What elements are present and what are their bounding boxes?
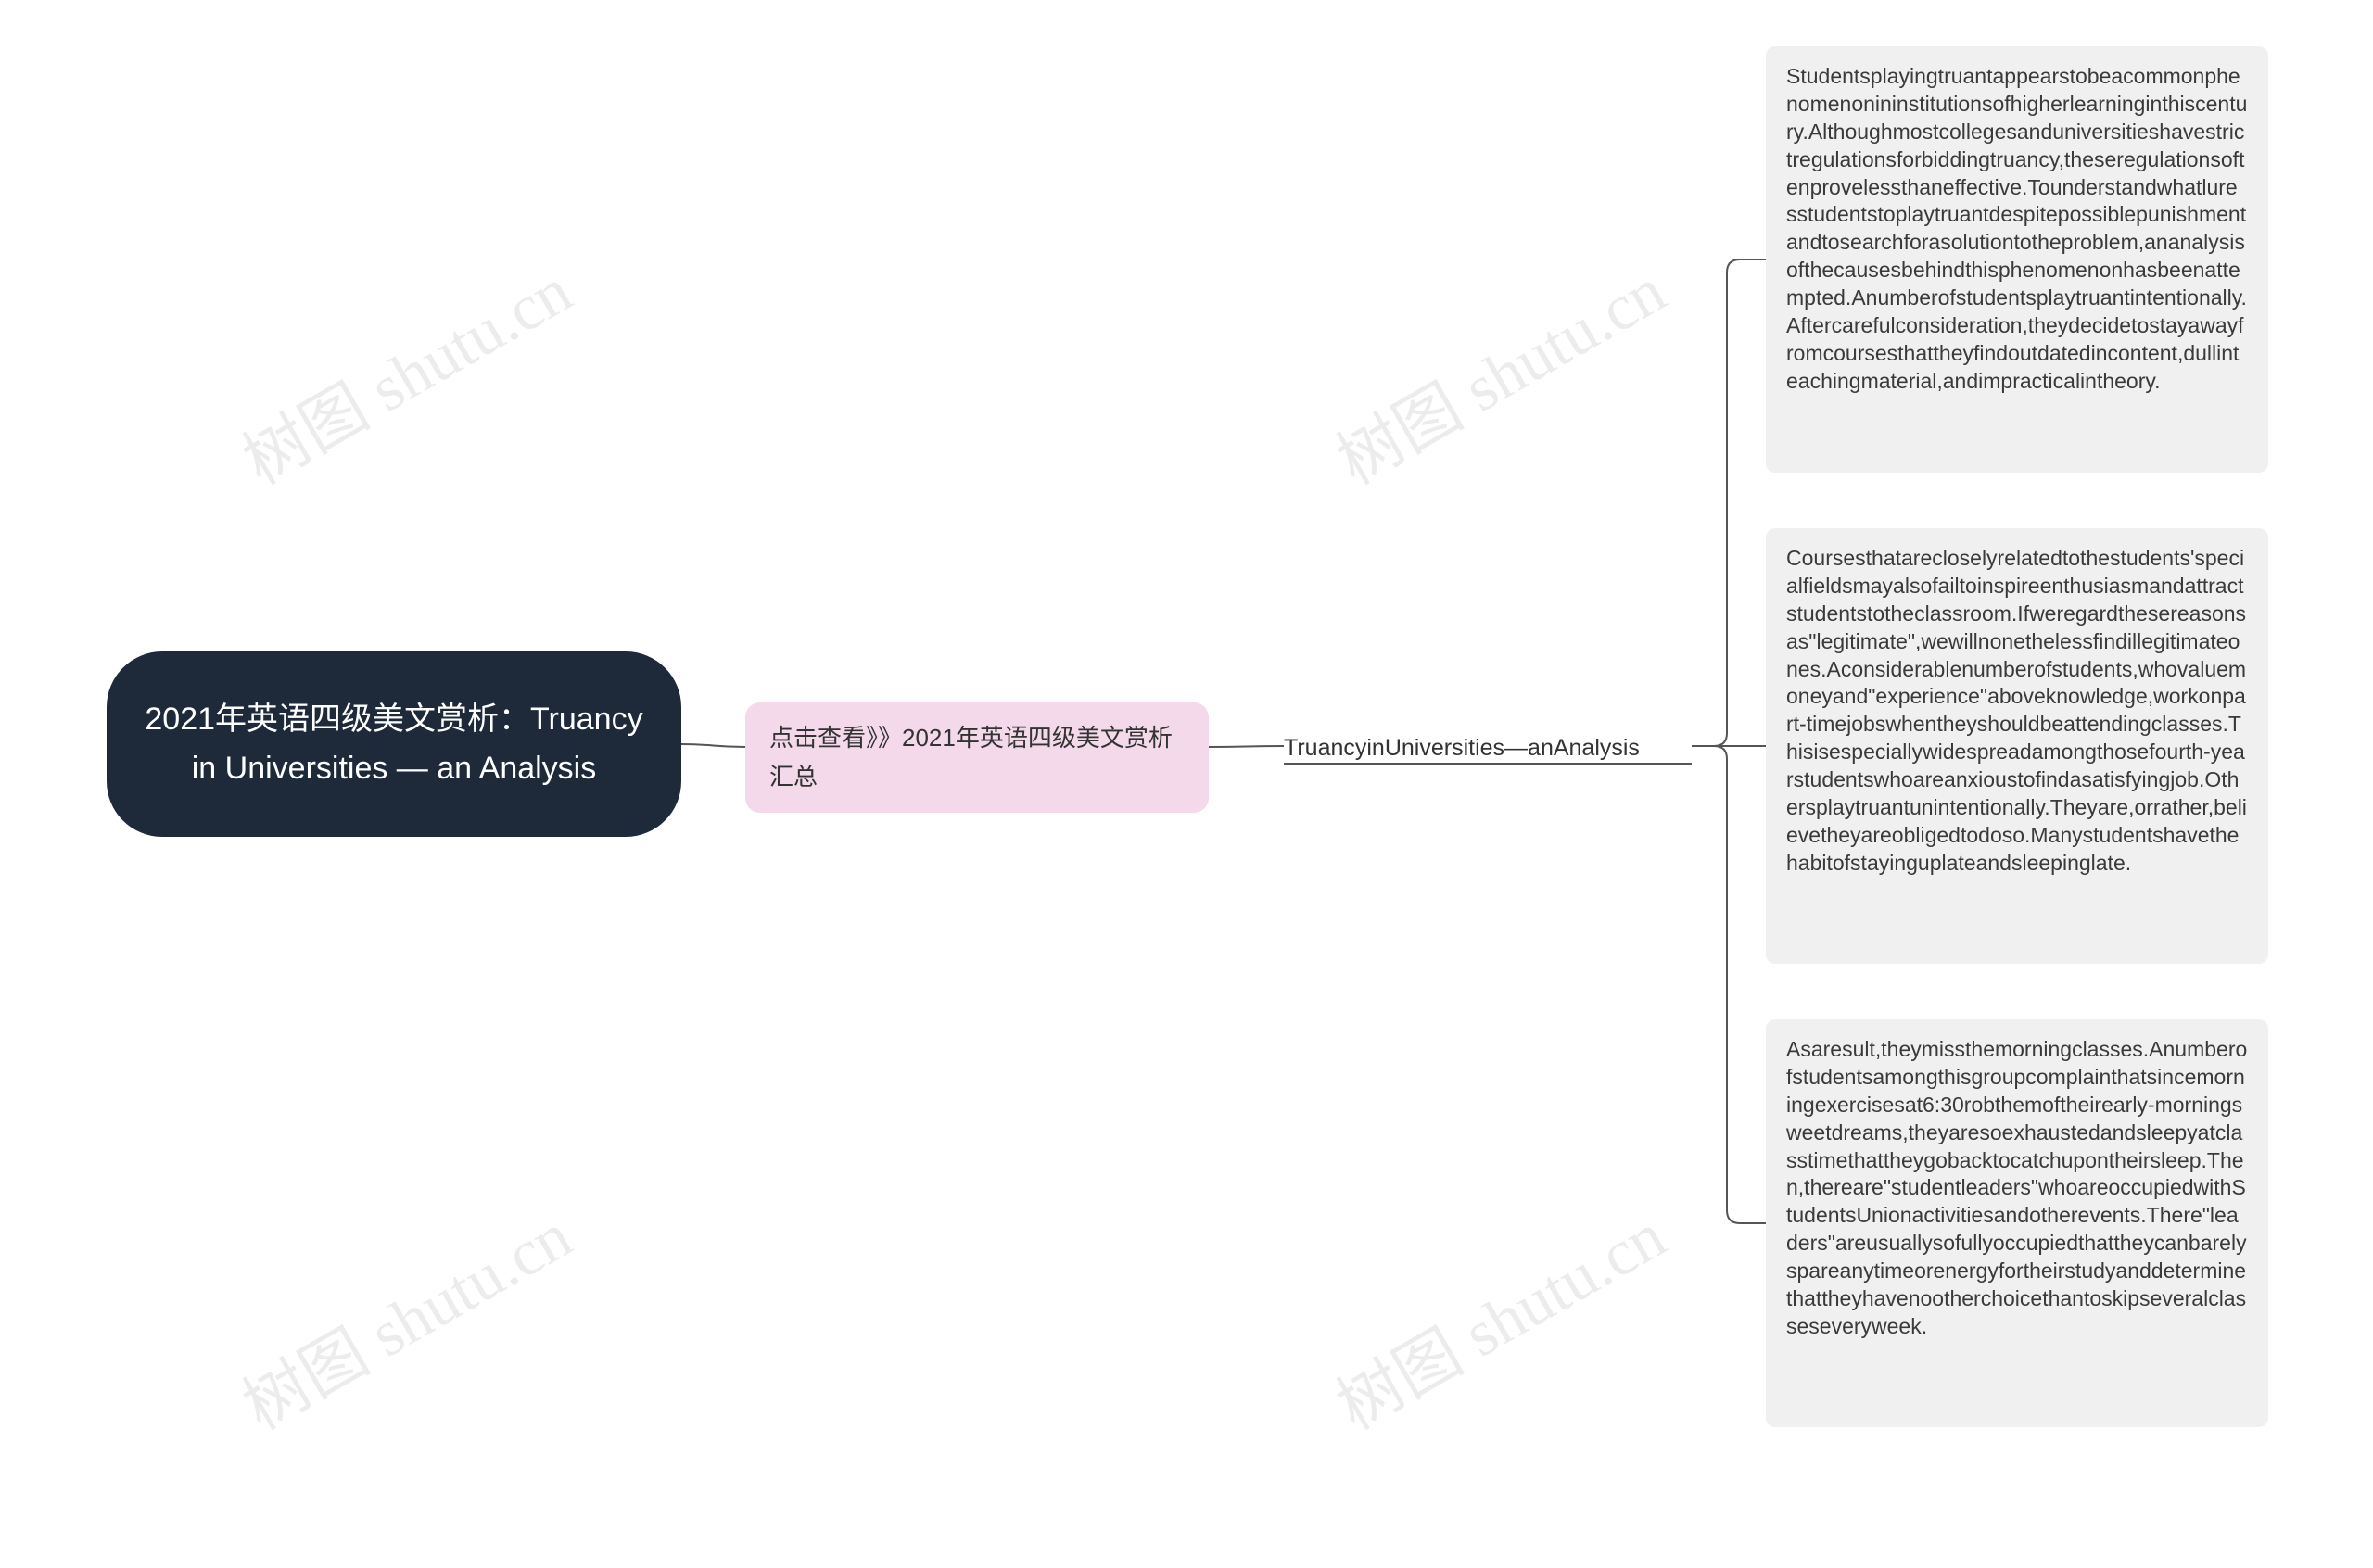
watermark-0: 树图 shutu.cn	[223, 240, 586, 503]
level1-text: 点击查看》》2021年英语四级美文赏析汇总	[745, 702, 1209, 813]
conn-l2-leaf0	[1692, 259, 1766, 746]
watermark-3: 树图 shutu.cn	[1317, 1185, 1680, 1448]
level1-node[interactable]: 点击查看》》2021年英语四级美文赏析汇总	[745, 702, 1209, 813]
level2-text: TruancyinUniversities—anAnalysis	[1284, 730, 1640, 765]
watermark-2: 树图 shutu.cn	[223, 1185, 586, 1448]
leaf-node-2[interactable]: Asaresult,theymissthemorningclasses.Anum…	[1766, 1019, 2268, 1427]
watermark-1: 树图 shutu.cn	[1317, 240, 1680, 503]
level2-node[interactable]: TruancyinUniversities—anAnalysis	[1284, 730, 1692, 765]
root-node[interactable]: 2021年英语四级美文赏析：Truancy in Universities — …	[107, 651, 681, 837]
leaf-text-1: Coursesthatarecloselyrelatedtothestudent…	[1766, 528, 2268, 894]
leaf-node-0[interactable]: Studentsplayingtruantappearstobeacommonp…	[1766, 46, 2268, 473]
leaf-node-1[interactable]: Coursesthatarecloselyrelatedtothestudent…	[1766, 528, 2268, 964]
root-text: 2021年英语四级美文赏析：Truancy in Universities — …	[107, 669, 681, 818]
leaf-text-0: Studentsplayingtruantappearstobeacommonp…	[1766, 46, 2268, 412]
conn-l2-leaf2	[1692, 746, 1766, 1223]
conn-l1-l2	[1209, 746, 1284, 747]
leaf-text-2: Asaresult,theymissthemorningclasses.Anum…	[1766, 1019, 2268, 1358]
mindmap-canvas: 2021年英语四级美文赏析：Truancy in Universities — …	[0, 0, 2373, 1568]
conn-root-l1	[681, 744, 745, 747]
